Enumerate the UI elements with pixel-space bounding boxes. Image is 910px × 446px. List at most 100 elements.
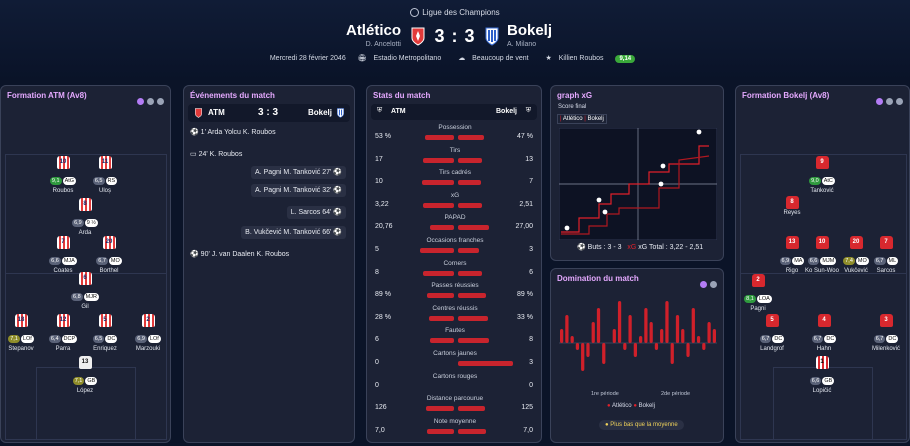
goal-marker-icon[interactable] (596, 197, 602, 203)
rating-badge: 6,7 (873, 257, 886, 265)
home-formation-panel: Formation ATM (Av8) 10 9,1 AtG Roubos 11 6,5 R… (0, 85, 171, 443)
event-row[interactable]: ▭ 24' K. Roubos (190, 148, 242, 161)
rating-row: 6,4 DCP (41, 327, 85, 345)
panel-title: graph xG (557, 91, 593, 100)
rating-row: 6,9 MA (770, 249, 814, 267)
ball-icon: ⚽ (331, 209, 342, 216)
player-card[interactable]: 13 6,9 MA Rigo (770, 236, 814, 274)
stat-label: Passes réussies (431, 282, 479, 290)
goal-marker-icon[interactable] (564, 225, 570, 231)
page-dot[interactable] (157, 98, 164, 105)
page-dot[interactable] (700, 281, 707, 288)
page-dot[interactable] (137, 98, 144, 105)
goal-marker-icon[interactable] (696, 129, 702, 135)
rating-badge: 6,9 (72, 219, 84, 227)
stat-home-value: 89 % (375, 291, 391, 299)
player-card[interactable]: 2 6,9 LOf Marzouki (126, 314, 170, 352)
ball-icon: ▭ (190, 151, 199, 158)
position-badge: ML (886, 257, 899, 265)
player-card[interactable]: 20 7,4 MO Vukčević (834, 236, 878, 274)
stat-bar-home (430, 225, 454, 231)
player-name: Reyes (783, 210, 801, 216)
player-card[interactable]: 12 6,4 DCP Parra (41, 314, 85, 352)
player-card[interactable]: 5 6,7 DC Landgrof (750, 314, 794, 352)
shirt-icon: 1 (815, 356, 829, 369)
rating-badge: 9,0 (809, 177, 821, 185)
bokelj-crest-icon (337, 108, 344, 118)
away-team-name[interactable]: Bokelj (507, 22, 553, 39)
shirt-icon: 20 (849, 236, 863, 249)
domination-bar (623, 343, 627, 350)
player-card[interactable]: 8 6,9 9 ½ Arda (63, 198, 107, 236)
domination-bar (712, 329, 716, 343)
shirt-icon: 8 (785, 196, 799, 209)
rating-row: 6,7 DC (864, 327, 908, 345)
rating-badge: 7,1 (8, 335, 20, 343)
player-card[interactable]: 6 6,8 MJR Gil (63, 272, 107, 310)
player-card[interactable]: 5 6,5 DC Enriquez (83, 314, 127, 352)
domination-bar (702, 343, 706, 350)
domination-bar (665, 301, 669, 343)
page-dot[interactable] (710, 281, 717, 288)
player-card[interactable]: 1 6,6 GB Lopičić (800, 356, 844, 394)
goal-marker-icon[interactable] (658, 181, 664, 187)
player-card[interactable]: 4 6,7 DC Hahn (802, 314, 846, 352)
page-dot[interactable] (896, 98, 903, 105)
stat-home-value: 5 (375, 246, 379, 253)
shirt-icon: 18 (14, 314, 28, 327)
panel-pager[interactable] (134, 92, 164, 110)
event-row[interactable]: A. Pagni M. Tanković 27' ⚽ (251, 166, 346, 179)
page-dot[interactable] (876, 98, 883, 105)
rating-row: 6,9 9 ½ (63, 211, 107, 229)
player-card[interactable]: 9 9,0 AtC Tanković (800, 156, 844, 194)
rating-row: 6,7 MO (87, 249, 131, 267)
stat-home-value: 8 (375, 268, 379, 276)
player-card[interactable]: 20 6,7 MO Borthel (87, 236, 131, 274)
stat-label: Fautes (445, 327, 465, 335)
player-card[interactable]: 2 8,1 LOA Pagni (736, 274, 780, 312)
event-row[interactable]: B. Vukčević M. Tanković 66' ⚽ (241, 226, 346, 239)
shirt-icon: 2 (751, 274, 765, 287)
player-card[interactable]: 7 6,6 MJA Coates (41, 236, 85, 274)
player-card[interactable]: 10 9,1 AtG Roubos (41, 156, 85, 194)
panel-pager[interactable] (697, 275, 717, 293)
player-card[interactable]: 18 7,1 LOf Stepanov (1, 314, 43, 352)
page-dot[interactable] (886, 98, 893, 105)
home-team-name[interactable]: Atlético (345, 22, 401, 39)
player-card[interactable]: 13 7,1 GB López (63, 356, 107, 394)
goal-marker-icon[interactable] (602, 209, 608, 215)
position-badge: RS (105, 177, 118, 185)
player-name: Enriquez (93, 346, 117, 352)
below-average-button[interactable]: ● Plus bas que la moyenne (599, 420, 684, 430)
panel-pager[interactable] (873, 92, 903, 110)
event-row[interactable]: ⚽ 1' Arda Yolcu K. Roubos (190, 126, 276, 139)
event-row[interactable]: A. Pagni M. Tanković 32' ⚽ (251, 184, 346, 197)
goal-marker-icon[interactable] (660, 163, 666, 169)
player-card[interactable]: 7 6,7 ML Sarcos (864, 236, 908, 274)
position-badge: MO (855, 257, 869, 265)
event-row[interactable]: ⚽ 90' J. van Daalen K. Roubos (190, 248, 289, 261)
page-dot[interactable] (147, 98, 154, 105)
player-card[interactable]: 11 6,5 RS Uloș (83, 156, 127, 194)
domination-legend: ● Atlético ● Bokelj (607, 403, 655, 409)
player-card[interactable]: 8 Reyes (770, 196, 814, 216)
stat-home-value: 20,76 (375, 223, 393, 231)
stat-away-value: 2,51 (519, 200, 533, 208)
stat-bar-away (458, 225, 490, 231)
ball-icon: ⚽ (331, 187, 342, 194)
player-card[interactable]: 10 6,6 MJM Ko Sun-Woo (800, 236, 844, 274)
rating-row: 6,8 MJR (63, 285, 107, 303)
player-card[interactable]: 3 6,7 DC Milenković (864, 314, 908, 352)
man-of-the-match[interactable]: ★ Killien Roubos 9,14 (546, 55, 641, 63)
player-name: Landgrof (760, 346, 784, 352)
rating-row: 6,7 DC (802, 327, 846, 345)
shirt-icon: 10 (56, 156, 70, 169)
shirt-icon: 10 (815, 236, 829, 249)
rating-row: 7,4 MO (834, 249, 878, 267)
event-row[interactable]: L. Sarcos 64' ⚽ (286, 206, 346, 219)
scoreline: 3 : 3 (434, 26, 476, 46)
stat-away-value: 8 (529, 336, 533, 344)
position-badge: LOA (756, 295, 772, 303)
position-badge: GB (822, 377, 835, 385)
domination-bar (628, 315, 632, 343)
